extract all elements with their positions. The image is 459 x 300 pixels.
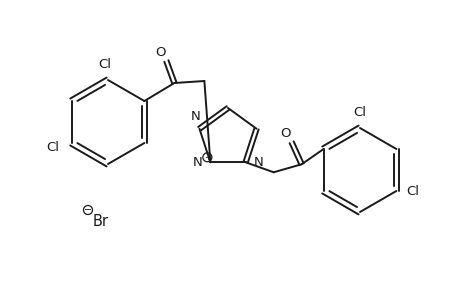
Text: N: N xyxy=(192,156,202,169)
Text: N: N xyxy=(190,110,200,123)
Text: O: O xyxy=(155,46,165,59)
Text: −: − xyxy=(84,205,92,215)
Text: Cl: Cl xyxy=(353,106,366,119)
Text: Cl: Cl xyxy=(46,140,60,154)
Text: N: N xyxy=(253,156,263,169)
Text: Cl: Cl xyxy=(98,58,111,71)
Text: Br: Br xyxy=(93,214,109,230)
Text: Cl: Cl xyxy=(405,184,419,197)
Text: O: O xyxy=(280,127,290,140)
Text: +: + xyxy=(203,153,211,162)
